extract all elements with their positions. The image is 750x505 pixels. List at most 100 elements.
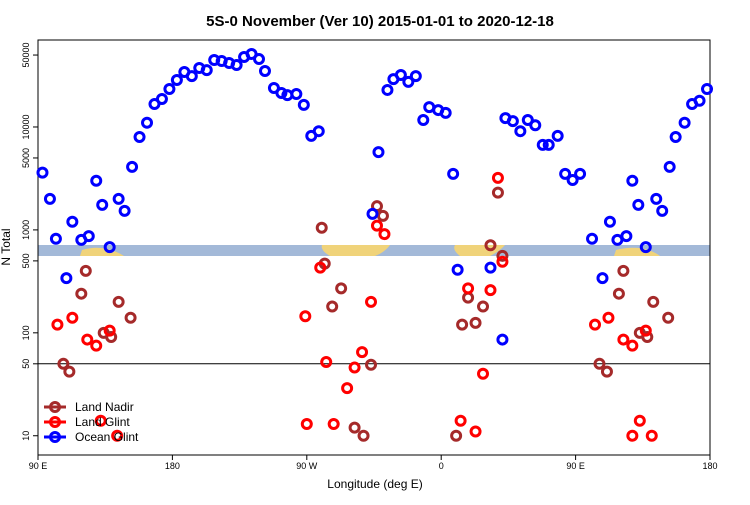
point bbox=[300, 418, 313, 431]
point bbox=[75, 287, 88, 300]
point bbox=[112, 192, 125, 205]
point bbox=[521, 113, 534, 126]
point bbox=[348, 421, 361, 434]
point bbox=[514, 125, 527, 138]
point bbox=[90, 174, 103, 187]
point bbox=[327, 418, 340, 431]
point bbox=[112, 295, 125, 308]
point bbox=[105, 331, 118, 344]
point bbox=[656, 204, 669, 217]
point bbox=[600, 365, 613, 378]
point bbox=[297, 98, 310, 111]
point bbox=[632, 198, 645, 211]
point bbox=[155, 93, 168, 106]
y-tick-label: 1000 bbox=[21, 220, 31, 240]
point bbox=[477, 300, 490, 313]
legend-label: Land Nadir bbox=[75, 400, 134, 414]
point bbox=[378, 228, 391, 241]
point bbox=[496, 249, 509, 262]
point bbox=[163, 82, 176, 95]
point bbox=[133, 130, 146, 143]
point bbox=[612, 287, 625, 300]
point bbox=[258, 64, 271, 77]
point bbox=[536, 138, 549, 151]
point bbox=[633, 414, 646, 427]
point bbox=[335, 282, 348, 295]
point bbox=[469, 425, 482, 438]
point bbox=[79, 264, 92, 277]
x-tick-label: 90 E bbox=[29, 461, 48, 471]
point bbox=[60, 272, 73, 285]
y-tick-label: 5000 bbox=[21, 148, 31, 168]
y-tick-label: 50000 bbox=[21, 43, 31, 68]
point bbox=[170, 74, 183, 87]
map-strip bbox=[38, 245, 710, 256]
point bbox=[111, 429, 124, 442]
point bbox=[357, 429, 370, 442]
legend-label: Land Glint bbox=[75, 415, 130, 429]
point bbox=[603, 215, 616, 228]
point bbox=[639, 241, 652, 254]
point bbox=[82, 230, 95, 243]
y-tick-label: 100 bbox=[21, 325, 31, 340]
legend-marker bbox=[49, 431, 61, 443]
point bbox=[593, 357, 606, 370]
point bbox=[63, 365, 76, 378]
point bbox=[484, 261, 497, 274]
point bbox=[462, 282, 475, 295]
point bbox=[103, 324, 116, 337]
y-tick-label: 50 bbox=[21, 359, 31, 369]
point bbox=[663, 160, 676, 173]
point bbox=[596, 272, 609, 285]
point bbox=[43, 192, 56, 205]
point bbox=[81, 333, 94, 346]
plot-frame bbox=[37, 39, 711, 456]
point bbox=[66, 215, 79, 228]
point bbox=[66, 311, 79, 324]
point bbox=[647, 295, 660, 308]
point bbox=[574, 167, 587, 180]
point bbox=[103, 241, 116, 254]
point bbox=[200, 64, 213, 77]
point bbox=[348, 361, 361, 374]
point bbox=[669, 130, 682, 143]
x-tick-label: 180 bbox=[702, 461, 717, 471]
point bbox=[566, 174, 579, 187]
point bbox=[253, 53, 266, 66]
point bbox=[662, 311, 675, 324]
point bbox=[57, 357, 70, 370]
point bbox=[559, 167, 572, 180]
point bbox=[370, 219, 383, 232]
point bbox=[506, 115, 519, 128]
point bbox=[484, 284, 497, 297]
point bbox=[496, 333, 509, 346]
x-tick-label: 180 bbox=[165, 461, 180, 471]
point bbox=[185, 70, 198, 83]
point bbox=[326, 300, 339, 313]
chart-title: 5S-0 November (Ver 10) 2015-01-01 to 202… bbox=[206, 13, 554, 30]
point bbox=[586, 232, 599, 245]
point bbox=[365, 358, 378, 371]
point bbox=[51, 318, 64, 331]
point bbox=[617, 333, 630, 346]
point bbox=[456, 318, 469, 331]
point bbox=[617, 264, 630, 277]
point bbox=[484, 239, 497, 252]
legend-marker bbox=[49, 401, 61, 413]
point bbox=[299, 310, 312, 323]
point bbox=[124, 311, 137, 324]
point bbox=[589, 318, 602, 331]
point bbox=[641, 331, 654, 344]
point bbox=[315, 221, 328, 234]
point bbox=[626, 429, 639, 442]
point bbox=[314, 261, 327, 274]
point bbox=[230, 59, 243, 72]
y-tick-label: 10000 bbox=[21, 114, 31, 139]
point bbox=[529, 119, 542, 132]
point bbox=[376, 209, 389, 222]
point bbox=[439, 106, 452, 119]
point bbox=[90, 339, 103, 352]
point bbox=[312, 125, 325, 138]
point bbox=[450, 429, 463, 442]
point bbox=[409, 70, 422, 83]
